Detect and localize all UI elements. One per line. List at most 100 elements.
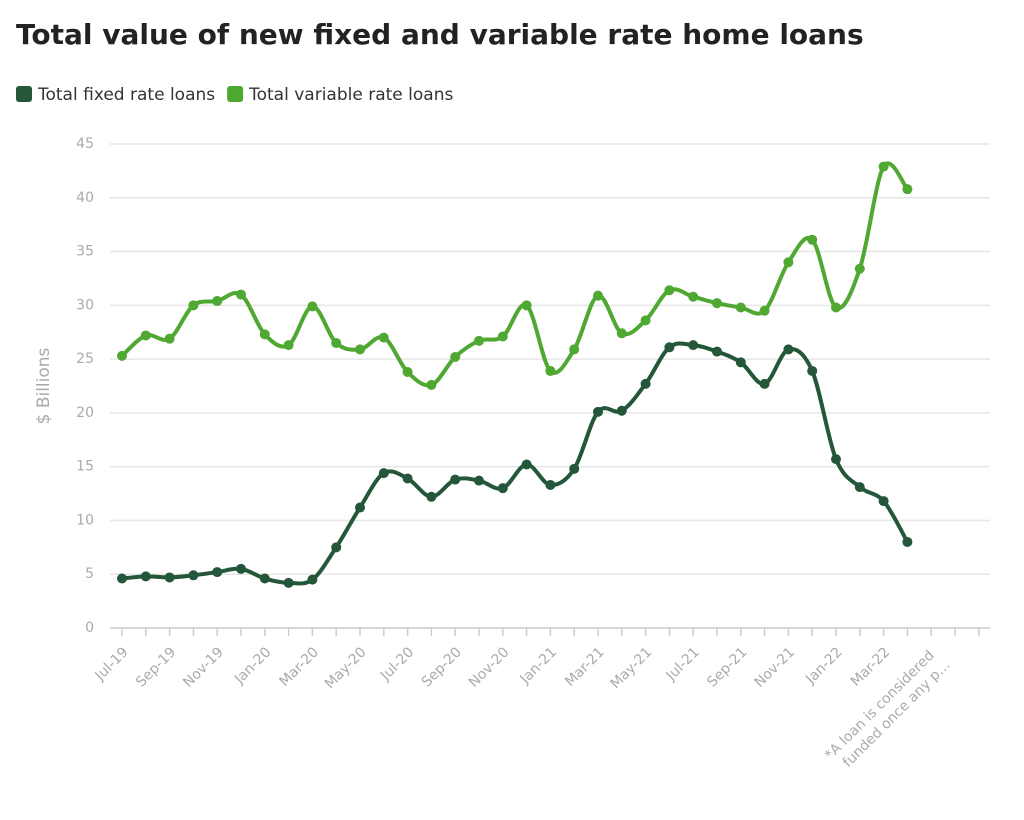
- data-point: [759, 305, 770, 316]
- data-point: [236, 289, 246, 300]
- data-point: [140, 571, 151, 582]
- data-point: [188, 570, 199, 581]
- y-tick-label: 35: [76, 244, 94, 260]
- data-point: [259, 329, 270, 340]
- x-tick-label: Jan-22: [802, 644, 845, 687]
- data-point: [640, 378, 651, 389]
- data-point: [331, 337, 342, 348]
- y-tick-label: 45: [76, 136, 94, 152]
- series-line: [121, 341, 910, 586]
- data-point: [616, 405, 627, 416]
- legend-label: Total fixed rate loans: [37, 85, 215, 105]
- data-point: [569, 463, 580, 474]
- data-point: [378, 332, 389, 343]
- data-point: [545, 479, 556, 490]
- data-point: [450, 351, 461, 362]
- x-tick-label: Sep-20: [419, 644, 465, 690]
- y-tick-label: 30: [76, 297, 94, 313]
- data-point: [426, 379, 437, 390]
- data-point: [450, 474, 461, 485]
- x-tick-label: *A loan is considered funded once any p…: [822, 644, 954, 776]
- legend-label: Total variable rate loans: [248, 85, 453, 105]
- data-point: [497, 483, 508, 494]
- data-point: [236, 563, 246, 574]
- x-tick-label: Mar-20: [277, 644, 323, 690]
- data-point: [735, 302, 746, 313]
- data-point: [807, 234, 818, 245]
- data-point: [688, 291, 699, 302]
- y-axis-label: $ Billions: [34, 347, 54, 424]
- data-point: [878, 496, 889, 507]
- data-point: [688, 340, 699, 351]
- data-point: [117, 573, 127, 584]
- data-point: [616, 328, 627, 339]
- data-point: [402, 473, 413, 484]
- y-tick-label: 15: [76, 459, 94, 475]
- data-point: [521, 459, 532, 470]
- data-point: [712, 346, 722, 357]
- data-point: [902, 184, 913, 195]
- data-point: [474, 475, 484, 486]
- data-point: [640, 315, 651, 326]
- x-tick-label: Mar-21: [562, 644, 608, 690]
- data-point: [593, 406, 603, 417]
- data-point: [902, 536, 913, 547]
- data-point: [783, 344, 794, 355]
- y-tick-label: 20: [76, 405, 94, 421]
- data-point: [664, 342, 675, 353]
- data-point: [854, 263, 865, 274]
- data-point: [759, 378, 770, 389]
- data-point: [307, 574, 318, 585]
- data-point: [593, 290, 603, 301]
- x-tick-label: Jan-20: [231, 644, 274, 687]
- y-tick-label: 25: [76, 351, 94, 367]
- legend-swatch: [227, 86, 244, 102]
- data-point: [402, 367, 413, 378]
- data-point: [426, 491, 437, 502]
- data-point: [283, 577, 294, 588]
- data-point: [735, 357, 746, 368]
- data-point: [117, 350, 127, 361]
- data-point: [259, 573, 270, 584]
- data-point: [854, 482, 865, 493]
- y-tick-label: 0: [85, 620, 94, 636]
- x-tick-label: Jul-21: [663, 644, 703, 684]
- data-point: [497, 331, 508, 342]
- data-point: [355, 344, 365, 355]
- data-point: [831, 454, 841, 465]
- x-tick-label: May-20: [322, 644, 370, 692]
- data-point: [878, 161, 889, 172]
- data-point: [212, 296, 223, 307]
- data-point: [831, 302, 841, 313]
- y-tick-label: 40: [76, 190, 94, 206]
- data-point: [569, 344, 580, 355]
- data-point: [212, 567, 223, 578]
- data-point: [783, 257, 794, 268]
- x-tick-label: Nov-20: [466, 644, 513, 691]
- data-point: [545, 365, 556, 376]
- data-point: [521, 300, 532, 311]
- x-tick-label: Sep-21: [704, 644, 750, 690]
- x-tick-label: Mar-22: [848, 644, 894, 690]
- data-point: [474, 335, 484, 346]
- data-point: [664, 285, 675, 296]
- data-point: [164, 572, 175, 583]
- x-tick-label: May-21: [607, 644, 655, 692]
- data-point: [378, 468, 389, 479]
- x-tick-label: Sep-19: [133, 644, 179, 690]
- legend-swatch: [16, 86, 32, 102]
- data-point: [140, 330, 151, 341]
- chart-title: Total value of new fixed and variable ra…: [16, 18, 864, 51]
- data-point: [712, 298, 722, 309]
- data-point: [807, 365, 818, 376]
- x-tick-label: Jul-20: [377, 644, 417, 684]
- data-point: [355, 502, 365, 513]
- y-tick-label: 5: [85, 566, 94, 582]
- data-point: [164, 333, 175, 344]
- y-tick-label: 10: [76, 512, 94, 528]
- data-point: [188, 300, 199, 311]
- data-point: [307, 301, 318, 312]
- data-point: [283, 340, 294, 351]
- x-tick-label: Jul-19: [92, 644, 132, 684]
